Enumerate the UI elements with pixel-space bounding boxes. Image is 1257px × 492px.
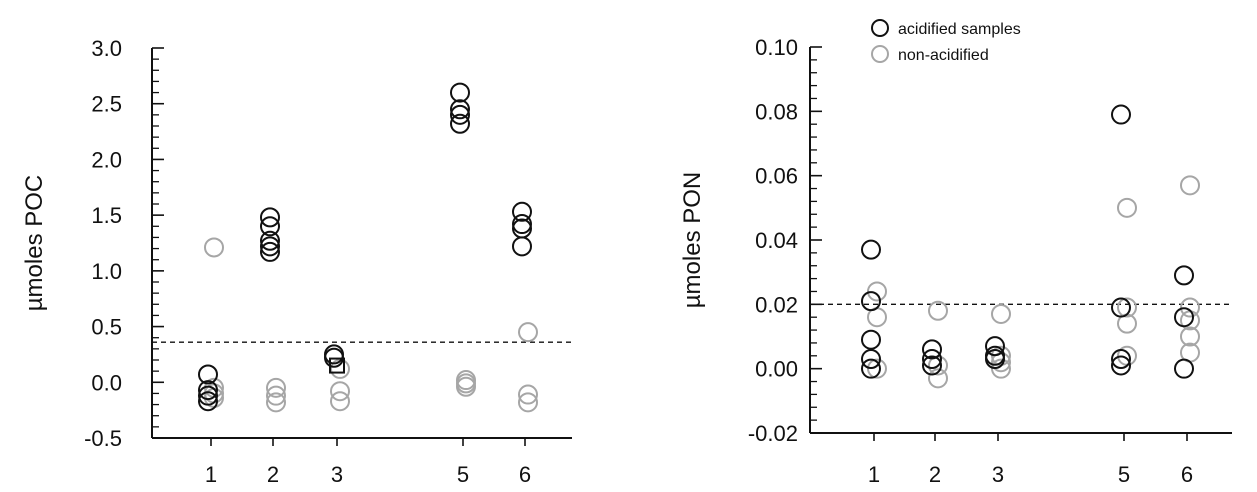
- non-acidified-point: [928, 300, 948, 321]
- non-acidified-point: [1117, 297, 1137, 318]
- non-acidified-point: [867, 281, 887, 302]
- x-tick-label: 3: [992, 462, 1004, 487]
- x-tick-label: 3: [331, 462, 343, 487]
- y-tick-label: 0.5: [91, 315, 122, 340]
- acidified-point: [861, 358, 881, 379]
- x-tick-label: 2: [929, 462, 941, 487]
- acidified-point: [450, 99, 470, 120]
- y-tick-label: 0.0: [91, 370, 122, 395]
- non-acidified-point: [266, 385, 286, 406]
- acidified-point: [512, 218, 532, 239]
- non-acidified-point: [928, 368, 948, 389]
- non-acidified-point: [266, 377, 286, 398]
- y-axis-title: µmoles POC: [21, 175, 48, 312]
- acidified-point: [260, 236, 280, 257]
- acidified-point: [861, 329, 881, 350]
- legend-acidified-label: acidified samples: [898, 21, 1021, 38]
- legend-non-acidified-marker: [871, 45, 889, 63]
- y-tick-label: 0.00: [755, 357, 798, 382]
- acidified-point: [1174, 358, 1194, 379]
- non-acidified-point: [518, 322, 538, 343]
- non-acidified-point: [518, 392, 538, 413]
- y-tick-label: 0.02: [755, 292, 798, 317]
- y-tick-label: 2.5: [91, 92, 122, 117]
- acidified-point: [198, 385, 218, 406]
- non-acidified-point: [991, 303, 1011, 324]
- non-acidified-point: [991, 358, 1011, 379]
- acidified-point: [1174, 307, 1194, 328]
- acidified-point: [985, 336, 1005, 357]
- y-tick-label: -0.5: [84, 426, 122, 451]
- acidified-point: [198, 364, 218, 385]
- non-acidified-point: [1180, 297, 1200, 318]
- x-tick-label: 5: [457, 462, 469, 487]
- non-acidified-point: [1117, 197, 1137, 218]
- y-tick-label: 3.0: [91, 36, 122, 61]
- square-point: [329, 357, 345, 374]
- non-acidified-point: [330, 381, 350, 402]
- acidified-point: [512, 236, 532, 257]
- y-tick-label: 0.06: [755, 164, 798, 189]
- acidified-point: [861, 349, 881, 370]
- acidified-point: [260, 207, 280, 228]
- acidified-point: [512, 201, 532, 222]
- acidified-point: [260, 241, 280, 262]
- y-tick-label: 1.5: [91, 203, 122, 228]
- acidified-point: [1174, 265, 1194, 286]
- acidified-point: [450, 113, 470, 134]
- acidified-point: [260, 216, 280, 237]
- y-tick-label: 1.0: [91, 259, 122, 284]
- legend-acidified-marker: [871, 19, 889, 37]
- acidified-point: [450, 82, 470, 103]
- acidified-point: [861, 239, 881, 260]
- y-tick-label: 0.04: [755, 228, 798, 253]
- y-tick-label: 0.08: [755, 99, 798, 124]
- acidified-point: [922, 339, 942, 360]
- acidified-point: [922, 355, 942, 376]
- non-acidified-point: [456, 376, 476, 397]
- pon-panel: -0.02 0.00 0.02 0.04 0.06 0.08 0.10 µmoles PON 1…: [679, 19, 1232, 487]
- acidified-point: [1111, 349, 1131, 370]
- non-acidified-point: [330, 391, 350, 412]
- non-acidified-point: [518, 384, 538, 405]
- acidified-point: [1111, 355, 1131, 376]
- x-tick-label: 1: [205, 462, 217, 487]
- y-tick-label: 0.10: [755, 35, 798, 60]
- acidified-point: [512, 214, 532, 235]
- acidified-point: [260, 230, 280, 251]
- y-tick-label: 2.0: [91, 147, 122, 172]
- non-acidified-point: [1180, 175, 1200, 196]
- y-tick-label: -0.02: [748, 421, 798, 446]
- acidified-point: [861, 291, 881, 312]
- non-acidified-point: [1180, 326, 1200, 347]
- non-acidified-point: [867, 358, 887, 379]
- y-axis-title: µmoles PON: [679, 172, 706, 309]
- acidified-point: [198, 391, 218, 412]
- x-tick-label: 5: [1118, 462, 1130, 487]
- x-tick-label: 6: [1181, 462, 1193, 487]
- legend-non-acidified-label: non-acidified: [898, 47, 989, 64]
- acidified-point: [922, 349, 942, 370]
- acidified-point: [985, 349, 1005, 370]
- acidified-point: [450, 104, 470, 125]
- acidified-point: [1111, 104, 1131, 125]
- poc-panel: -0.5 0.0 0.5 1.0 1.5 2.0 2.5 3.0 µmoles POC 1 2 3 5 6: [21, 36, 572, 487]
- non-acidified-point: [266, 392, 286, 413]
- non-acidified-point: [204, 237, 224, 258]
- acidified-point: [198, 380, 218, 401]
- x-tick-label: 6: [519, 462, 531, 487]
- x-tick-label: 1: [868, 462, 880, 487]
- acidified-point: [1111, 297, 1131, 318]
- x-tick-label: 2: [267, 462, 279, 487]
